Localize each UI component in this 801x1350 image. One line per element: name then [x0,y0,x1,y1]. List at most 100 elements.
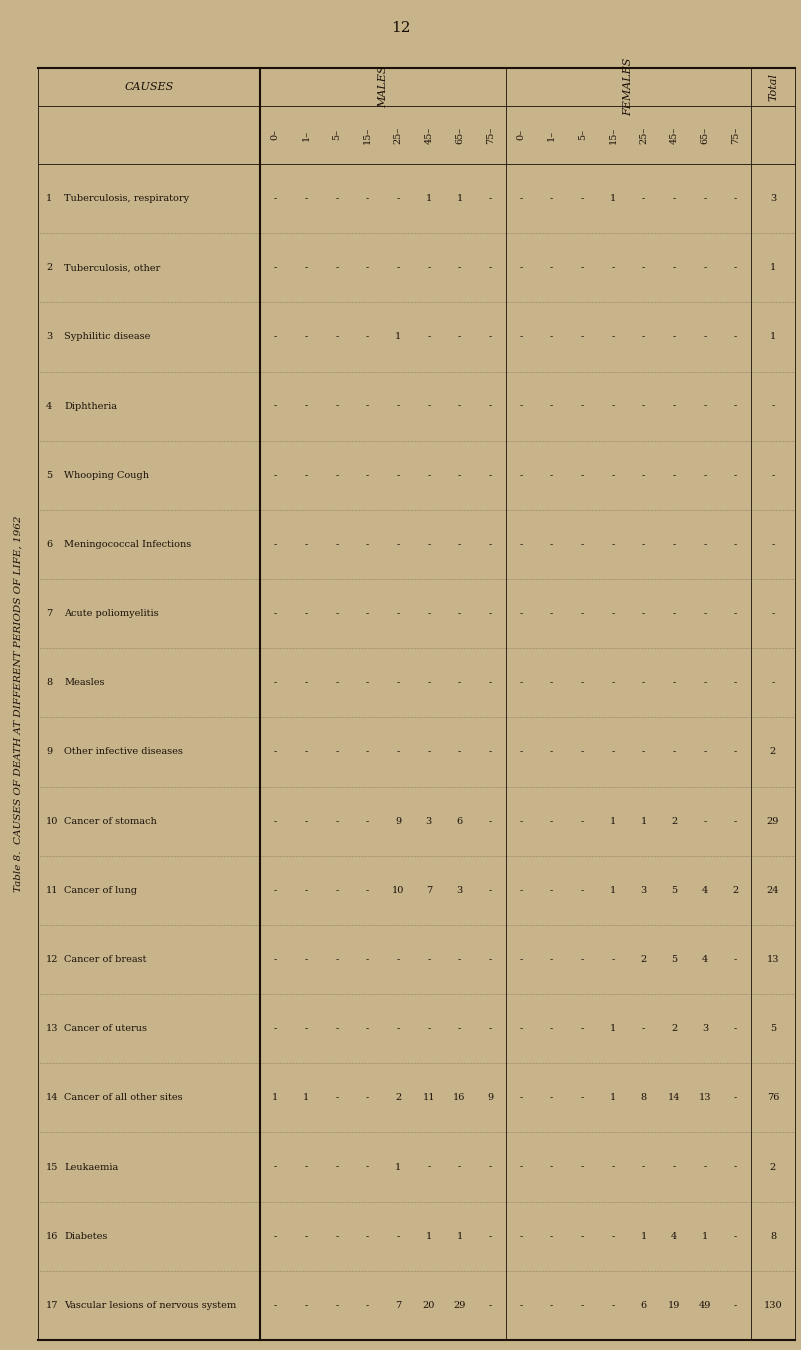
Text: -: - [427,609,430,618]
Text: -: - [427,263,430,273]
Text: -: - [550,263,553,273]
Text: 5–: 5– [578,130,586,140]
Text: 24: 24 [767,886,779,895]
Text: -: - [611,401,614,410]
Text: 14: 14 [46,1094,58,1103]
Text: -: - [458,1025,461,1033]
Text: Tuberculosis, respiratory: Tuberculosis, respiratory [64,194,189,202]
Text: -: - [274,263,277,273]
Text: -: - [304,817,308,826]
Text: 5: 5 [671,954,678,964]
Text: MALES: MALES [378,66,388,108]
Text: -: - [519,678,522,687]
Text: -: - [642,1025,646,1033]
Text: -: - [489,609,492,618]
Text: -: - [519,1231,522,1241]
Text: -: - [771,401,775,410]
Text: 10: 10 [46,817,58,826]
Text: 1: 1 [395,332,401,342]
Text: -: - [366,471,369,479]
Text: -: - [396,540,400,549]
Text: -: - [396,678,400,687]
Text: -: - [366,194,369,202]
Text: -: - [734,817,737,826]
Text: -: - [335,401,338,410]
Text: -: - [703,194,706,202]
Text: -: - [366,678,369,687]
Text: Other infective diseases: Other infective diseases [64,748,183,756]
Text: -: - [458,609,461,618]
Text: -: - [396,1025,400,1033]
Text: -: - [396,194,400,202]
Text: -: - [673,540,676,549]
Text: -: - [366,263,369,273]
Text: -: - [581,678,584,687]
Text: -: - [304,1301,308,1309]
Text: -: - [550,401,553,410]
Text: -: - [611,954,614,964]
Text: -: - [427,954,430,964]
Text: -: - [611,609,614,618]
Text: -: - [274,401,277,410]
Text: -: - [581,332,584,342]
Text: 10: 10 [392,886,405,895]
Text: -: - [642,194,646,202]
Text: -: - [489,954,492,964]
Text: 49: 49 [698,1301,711,1309]
Text: -: - [335,817,338,826]
Text: -: - [550,748,553,756]
Text: 75–: 75– [485,127,495,143]
Text: -: - [550,540,553,549]
Text: -: - [771,540,775,549]
Text: 7: 7 [46,609,52,618]
Text: 25–: 25– [639,127,648,143]
Text: 1: 1 [770,263,776,273]
Text: 3: 3 [770,194,776,202]
Text: -: - [519,886,522,895]
Text: Total: Total [768,73,778,101]
Text: -: - [519,1162,522,1172]
Text: -: - [489,1231,492,1241]
Text: -: - [703,471,706,479]
Text: -: - [550,1094,553,1103]
Text: -: - [396,748,400,756]
Text: -: - [703,263,706,273]
Text: -: - [581,471,584,479]
Text: -: - [771,678,775,687]
Text: -: - [550,609,553,618]
Text: -: - [427,678,430,687]
Text: -: - [734,1231,737,1241]
Text: -: - [335,886,338,895]
Text: -: - [703,1162,706,1172]
Text: -: - [519,609,522,618]
Text: 1: 1 [425,194,432,202]
Text: 1: 1 [702,1231,708,1241]
Text: -: - [427,1025,430,1033]
Text: Syphilitic disease: Syphilitic disease [64,332,151,342]
Text: -: - [335,678,338,687]
Text: -: - [519,263,522,273]
Text: 9: 9 [487,1094,493,1103]
Text: -: - [734,263,737,273]
Text: -: - [611,1231,614,1241]
Text: -: - [581,748,584,756]
Text: -: - [550,1301,553,1309]
Text: -: - [304,1025,308,1033]
Text: -: - [489,748,492,756]
Text: Tuberculosis, other: Tuberculosis, other [64,263,160,273]
Text: 1: 1 [610,817,616,826]
Text: 8: 8 [641,1094,646,1103]
Text: -: - [581,886,584,895]
Text: 14: 14 [668,1094,681,1103]
Text: 11: 11 [46,886,58,895]
Text: 2: 2 [395,1094,401,1103]
Text: -: - [366,1162,369,1172]
Text: -: - [703,748,706,756]
Text: -: - [611,678,614,687]
Text: -: - [274,886,277,895]
Text: 17: 17 [46,1301,58,1309]
Text: -: - [274,609,277,618]
Text: 6: 6 [457,817,462,826]
Text: -: - [611,540,614,549]
Text: -: - [304,678,308,687]
